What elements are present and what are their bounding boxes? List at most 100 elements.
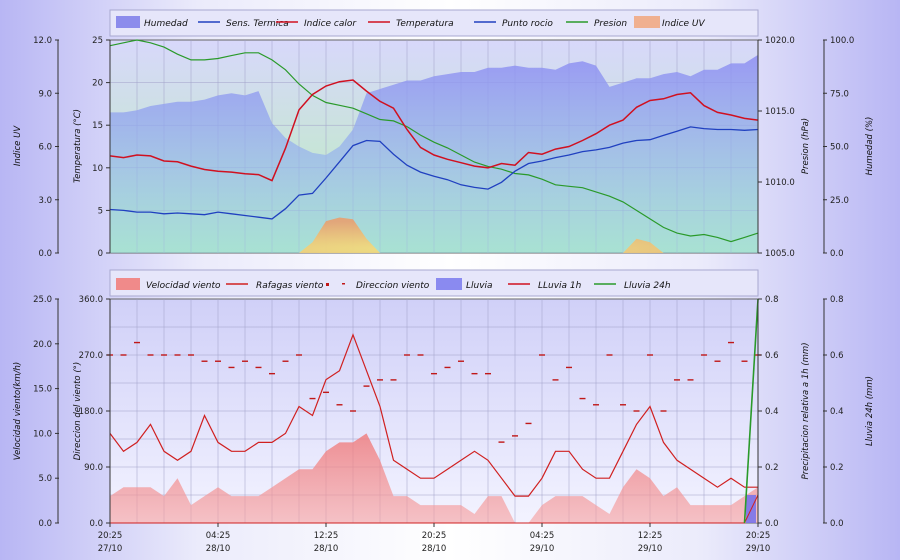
- direccion-viento-mark: [269, 372, 275, 375]
- x-axis-date-label: 29/10: [638, 544, 663, 554]
- x-axis-date-label: 28/10: [314, 544, 339, 554]
- direccion-viento-mark: [606, 354, 613, 356]
- direccion-viento-mark: [593, 404, 599, 406]
- direccion-viento-mark: [647, 354, 653, 356]
- lluvia24-axis-tick-label: 0.2: [830, 463, 844, 473]
- viento-axis-tick-label: 10.0: [33, 429, 52, 439]
- uv-axis-tick-label: 6.0: [38, 143, 52, 153]
- uv-axis-label: Indice UV: [13, 125, 23, 166]
- legend-temperatura: Temperatura: [396, 19, 454, 29]
- direccion-viento-mark: [323, 391, 329, 394]
- legend-sens-termica: Sens. Termica: [226, 19, 289, 29]
- x-axis-date-label: 29/10: [746, 544, 771, 554]
- direccion-viento-mark: [336, 404, 343, 406]
- presion-axis-tick-label: 1015.0: [765, 107, 795, 117]
- direccion-viento-mark: [539, 354, 545, 356]
- legend-lluvia-1h: LLuvia 1h: [538, 281, 582, 291]
- direccion-viento-mark: [633, 410, 640, 412]
- direccion-viento-mark: [674, 379, 680, 381]
- legend-lluvia-swatch: [436, 278, 462, 290]
- direccion-viento-mark: [174, 354, 181, 356]
- humedad-axis-tick-label: 50.0: [830, 143, 849, 153]
- legend-rafagas-viento: Rafagas viento: [256, 281, 324, 291]
- series-punto-rocio-line: [109, 126, 759, 220]
- viento-axis-tick-label: 5.0: [38, 474, 52, 484]
- direccion-viento-mark: [714, 360, 721, 362]
- direccion-viento-mark: [485, 372, 491, 375]
- series-lluvia-24h-line: [743, 298, 759, 524]
- x-axis-time-label: 20:25: [746, 531, 771, 541]
- viento-axis-label: Velocidad viento(km/h): [13, 362, 23, 460]
- legend-lluvia: Lluvia: [466, 281, 493, 291]
- presion-axis-tick-label: 1005.0: [765, 249, 795, 259]
- lluvia24-axis-tick-label: 0.0: [830, 519, 844, 529]
- legend-indice-uv: Indice UV: [662, 19, 706, 29]
- direccion-viento-mark: [350, 410, 356, 412]
- direccion-viento-mark: [525, 422, 532, 425]
- temp-axis-tick-label: 5: [98, 206, 103, 216]
- temp-axis-tick-label: 0: [98, 249, 103, 259]
- direccion-axis-tick-label: 360.0: [79, 295, 103, 305]
- humedad-axis-tick-label: 75.0: [830, 89, 849, 99]
- direccion-viento-mark: [498, 441, 505, 443]
- uv-axis-tick-label: 3.0: [38, 196, 52, 206]
- series-humedad-area: [110, 54, 758, 254]
- precip-axis-tick-label: 0.2: [765, 463, 779, 473]
- direccion-viento-mark: [512, 435, 518, 437]
- direccion-viento-mark: [134, 341, 140, 344]
- direccion-viento-mark: [431, 372, 437, 375]
- presion-axis-tick-label: 1020.0: [765, 36, 795, 46]
- precip-axis-tick-label: 0.4: [765, 407, 779, 417]
- direccion-viento-mark: [417, 354, 424, 356]
- x-axis-time-label: 20:25: [98, 531, 123, 541]
- humedad-axis-tick-label: 0.0: [830, 249, 844, 259]
- direccion-viento-mark: [471, 372, 478, 375]
- direccion-viento-mark: [458, 360, 464, 362]
- lluvia24-axis-label: Lluvia 24h (mm): [865, 376, 875, 446]
- presion-axis-label: Presion (hPa): [801, 118, 811, 174]
- direccion-viento-mark: [296, 354, 302, 356]
- viento-axis-tick-label: 15.0: [33, 385, 52, 395]
- legend-velocidad-viento: Velocidad viento: [146, 281, 221, 291]
- temp-axis-tick-label: 20: [92, 79, 103, 89]
- viento-axis-tick-label: 20.0: [33, 340, 52, 350]
- direccion-axis-label: Direccion del viento (°): [73, 362, 83, 460]
- x-axis-date-label: 27/10: [98, 544, 123, 554]
- direccion-viento-mark: [188, 354, 194, 356]
- direccion-viento-mark: [147, 354, 154, 356]
- precip-axis-tick-label: 0.0: [765, 519, 779, 529]
- direccion-viento-mark: [404, 354, 410, 356]
- legend-direccion-viento: Direccion viento: [356, 281, 430, 291]
- legend-velocidad-viento-swatch: [116, 278, 140, 290]
- legend-humedad-swatch: [116, 16, 140, 28]
- legend-indice-calor: Indice calor: [304, 19, 357, 29]
- humedad-axis-tick-label: 100.0: [830, 36, 854, 46]
- uv-axis-tick-label: 12.0: [33, 36, 52, 46]
- lluvia24-axis-tick-label: 0.8: [830, 295, 844, 305]
- direccion-viento-mark: [363, 385, 370, 387]
- direccion-viento-mark: [728, 341, 734, 344]
- legend-box-bottom: [109, 269, 759, 297]
- direccion-viento-mark: [228, 366, 235, 369]
- direccion-viento-mark: [566, 366, 572, 369]
- series-temperatura-line: [109, 79, 759, 182]
- legend-direccion-viento-swatch: [326, 283, 329, 286]
- direccion-viento-mark: [120, 354, 127, 356]
- presion-axis-tick-label: 1010.0: [765, 178, 795, 188]
- direccion-viento-mark: [242, 360, 248, 362]
- direccion-viento-mark: [701, 354, 707, 356]
- humedad-axis-tick-label: 25.0: [830, 196, 849, 206]
- direccion-viento-mark: [161, 354, 167, 356]
- precip-axis-label: Precipitacion relativa a 1h (mm): [801, 342, 811, 479]
- x-axis-time-label: 04:25: [530, 531, 555, 541]
- temp-axis-tick-label: 15: [92, 121, 103, 131]
- humedad-axis-label: Humedad (%): [865, 117, 875, 176]
- lluvia24-axis-tick-label: 0.6: [830, 351, 844, 361]
- direccion-viento-mark: [215, 360, 221, 362]
- temp-axis-tick-label: 10: [92, 164, 103, 174]
- x-axis-date-label: 28/10: [206, 544, 231, 554]
- direccion-viento-mark: [687, 379, 694, 381]
- uv-axis-tick-label: 0.0: [38, 249, 52, 259]
- direccion-axis-tick-label: 180.0: [79, 407, 103, 417]
